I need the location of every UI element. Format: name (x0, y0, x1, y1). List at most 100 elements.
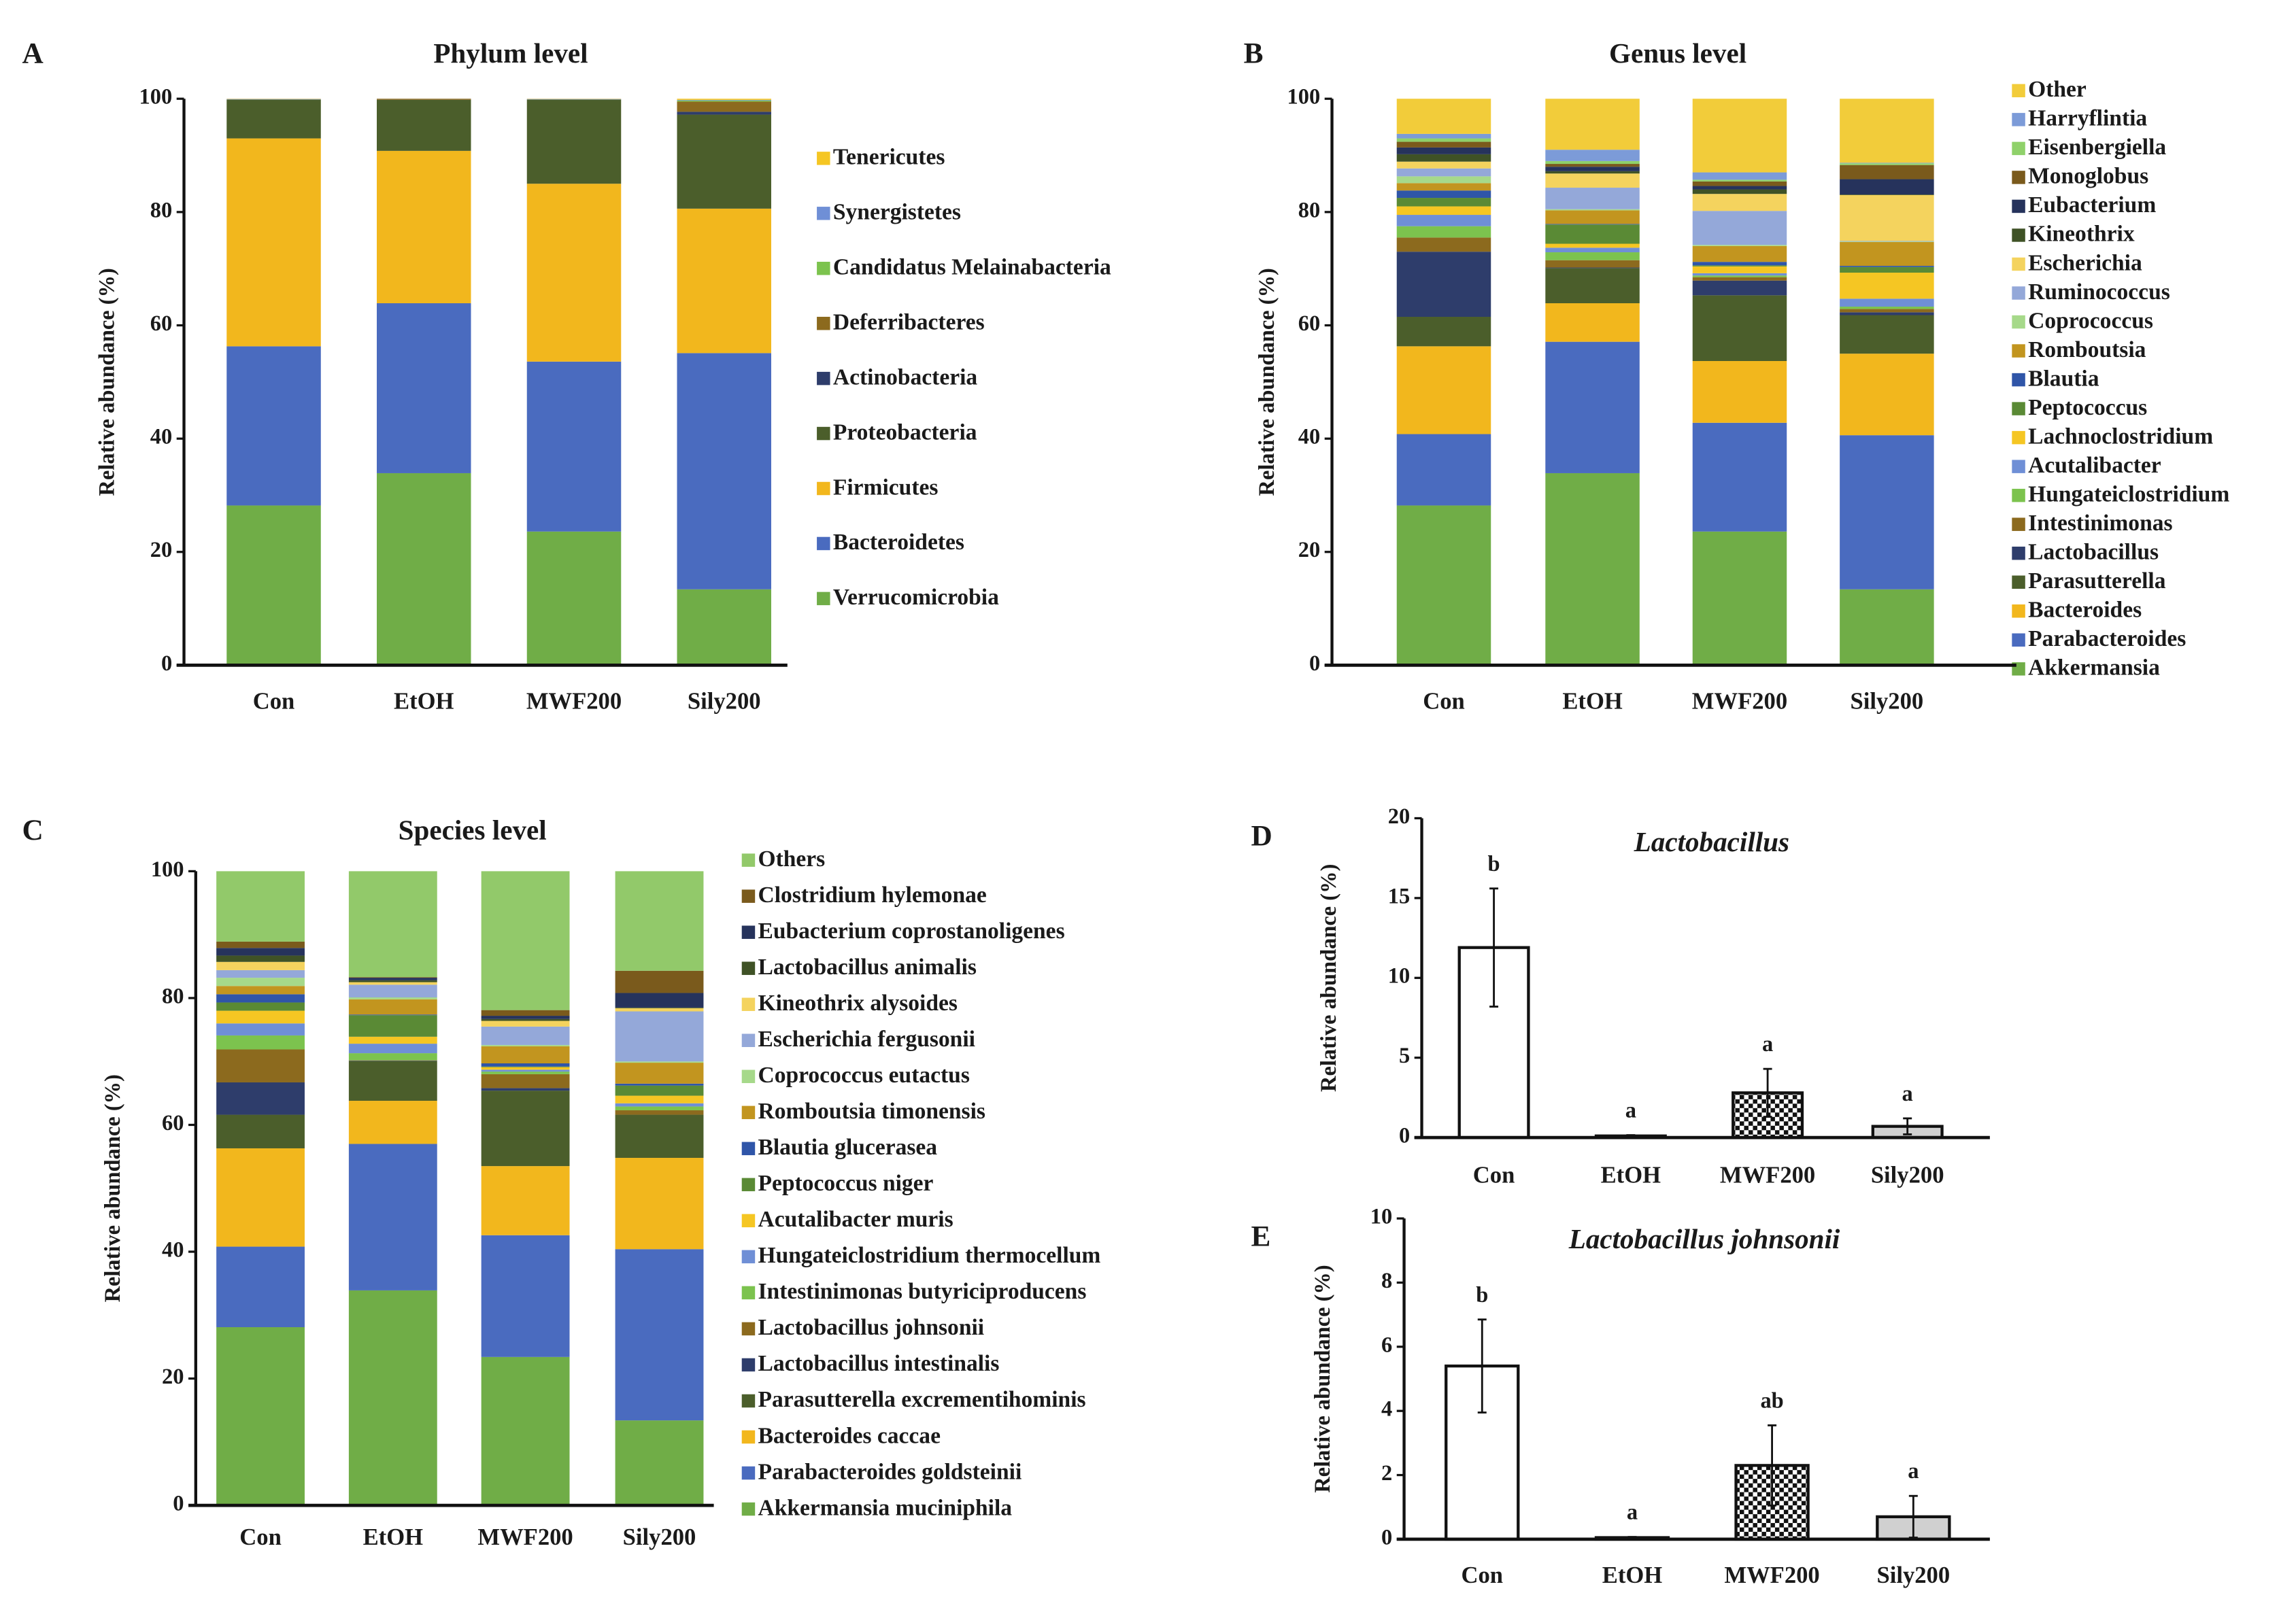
legend-swatch (2012, 141, 2025, 156)
legend-item: Blautia (2012, 366, 2099, 391)
legend-item: Eisenbergiella (2012, 135, 2166, 160)
bar-segment (481, 1074, 570, 1089)
bar-segment (1545, 341, 1640, 473)
bar-segment (216, 1114, 305, 1148)
y-tick-label: 2 (1381, 1461, 1392, 1486)
legend-swatch (817, 152, 830, 165)
bar-segment (1692, 245, 1787, 246)
significance-letter: a (1627, 1501, 1638, 1525)
legend-item: Acutalibacter (2012, 453, 2161, 478)
x-tick-label: Sily200 (1871, 1162, 1944, 1188)
x-tick-label: Sily200 (1876, 1562, 1950, 1588)
legend-item: Escherichia (2012, 250, 2142, 275)
y-tick-label: 15 (1388, 884, 1410, 908)
bar-segment (348, 1061, 437, 1101)
x-tick-label: EtOH (363, 1524, 424, 1550)
legend-swatch (817, 262, 830, 275)
legend-swatch (2012, 402, 2025, 415)
legend-label: Tenericutes (833, 145, 945, 170)
legend-label: Synergistetes (833, 200, 961, 225)
bar-segment (1545, 243, 1640, 248)
bar-segment (526, 184, 622, 362)
bar-segment (1545, 260, 1640, 268)
bar-segment (481, 1046, 570, 1064)
legend-item: Coprococcus eutactus (741, 1063, 970, 1088)
y-tick-label: 80 (1298, 198, 1320, 222)
bar-segment (526, 531, 622, 666)
legend-item: Synergistetes (817, 200, 961, 225)
bar-segment (1545, 99, 1640, 150)
bar-segment (481, 1356, 570, 1506)
bar-segment (1840, 165, 1934, 179)
legend-swatch (817, 426, 830, 441)
y-tick-label: 20 (162, 1365, 184, 1389)
bar-segment (1396, 154, 1491, 162)
bar-segment (1840, 179, 1934, 195)
x-tick-label: Con (1423, 689, 1465, 715)
legend-item: Romboutsia (2012, 337, 2146, 362)
bar-segment (216, 986, 305, 995)
bar-segment (615, 1063, 704, 1084)
bar-segment (1396, 176, 1491, 184)
legend-item: Ruminococcus (2012, 279, 2170, 305)
bar-segment (216, 1002, 305, 1011)
x-tick-label: Sily200 (688, 689, 761, 715)
bar-segment (1545, 303, 1640, 342)
legend-item: Firmicutes (817, 475, 938, 500)
bar-segment (1545, 171, 1640, 174)
legend-label: Eubacterium (2028, 192, 2156, 218)
bar-segment (481, 1044, 570, 1046)
x-tick-label: Sily200 (1851, 689, 1924, 715)
bar-segment (1840, 162, 1934, 164)
bar-segment (1396, 183, 1491, 191)
legend-label: Blautia (2028, 366, 2099, 391)
legend-swatch (2012, 113, 2025, 126)
bar-segment (1692, 265, 1787, 267)
legend-label: Firmicutes (833, 475, 939, 500)
legend-label: Parasutterella excrementihominis (758, 1387, 1086, 1412)
significance-letter: b (1488, 852, 1500, 876)
bar-segment (1396, 317, 1491, 347)
bar-segment (481, 1235, 570, 1357)
legend-item: Acutalibacter muris (741, 1207, 953, 1232)
bar-segment (1545, 224, 1640, 244)
x-tick-label: EtOH (1562, 689, 1623, 715)
bar-segment (1840, 315, 1934, 354)
legend-swatch (817, 481, 830, 496)
legend-swatch (2012, 633, 2025, 647)
bar-segment (1840, 589, 1934, 666)
legend-item: Romboutsia timonensis (741, 1099, 985, 1124)
bar-segment (481, 871, 570, 1010)
bar-segment (1692, 186, 1787, 190)
bar-segment (216, 1010, 305, 1024)
legend-item: Hungateiclostridium thermocellum (741, 1243, 1100, 1268)
legend-item: Intestinimonas (2012, 511, 2173, 536)
bar-segment (615, 1061, 704, 1063)
legend-label: Clostridium hylemonae (758, 883, 987, 908)
legend-item: Intestinimonas butyriciproducens (741, 1279, 1086, 1304)
legend-item: Eubacterium coprostanoligenes (741, 919, 1065, 944)
bar-segment (348, 1053, 437, 1061)
legend-swatch (817, 207, 830, 220)
significance-letter: a (1902, 1082, 1913, 1106)
legend-item: Others (741, 846, 825, 872)
bar-segment (481, 1067, 570, 1070)
bar-segment (1692, 277, 1787, 281)
legend-label: Kineothrix alysoides (758, 991, 958, 1016)
bar-segment (216, 1327, 305, 1506)
bar-segment (1396, 505, 1491, 666)
x-tick-label: MWF200 (526, 689, 622, 715)
legend-item: Coprococcus (2012, 308, 2153, 333)
legend-item: Peptococcus (2012, 395, 2147, 420)
legend-item: Hungateiclostridium (2012, 481, 2229, 507)
legend-swatch (817, 592, 830, 606)
bar-segment (1692, 99, 1787, 173)
bar-segment (1396, 237, 1491, 252)
bar-segment (1692, 211, 1787, 245)
bar-segment (615, 871, 704, 971)
legend-label: Parasutterella (2028, 568, 2166, 594)
bar-segment (216, 948, 305, 956)
bar-segment (1840, 163, 1934, 165)
bar-segment (377, 473, 471, 666)
bar-segment (216, 955, 305, 962)
